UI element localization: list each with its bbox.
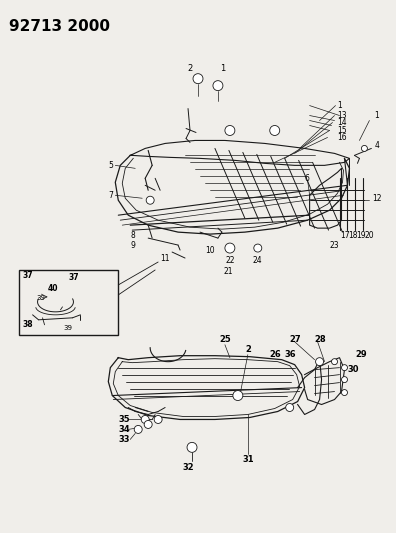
Text: 22: 22 xyxy=(225,255,235,264)
Text: 40: 40 xyxy=(48,285,58,294)
Circle shape xyxy=(141,416,149,423)
Text: 21: 21 xyxy=(223,268,232,277)
Text: 7: 7 xyxy=(109,191,113,200)
Circle shape xyxy=(144,421,152,429)
Text: 2: 2 xyxy=(187,64,192,73)
Text: 15: 15 xyxy=(337,126,347,135)
Text: 39: 39 xyxy=(36,295,46,301)
Circle shape xyxy=(193,74,203,84)
Text: 9: 9 xyxy=(130,240,135,249)
Text: 36: 36 xyxy=(285,350,296,359)
Text: 18: 18 xyxy=(348,231,358,240)
Text: 4: 4 xyxy=(374,141,379,150)
Text: 28: 28 xyxy=(314,335,326,344)
Text: 12: 12 xyxy=(372,193,382,203)
Text: 38: 38 xyxy=(23,320,33,329)
Circle shape xyxy=(233,391,243,400)
Text: 32: 32 xyxy=(182,463,194,472)
Circle shape xyxy=(225,125,235,135)
Text: 39: 39 xyxy=(63,325,72,331)
Text: 20: 20 xyxy=(364,231,374,240)
Text: 8: 8 xyxy=(130,231,135,240)
Text: 30: 30 xyxy=(347,365,359,374)
Text: 11: 11 xyxy=(160,254,169,263)
Text: 2: 2 xyxy=(245,345,251,354)
Text: 6: 6 xyxy=(305,174,310,183)
Circle shape xyxy=(341,390,347,395)
Text: 16: 16 xyxy=(337,133,347,142)
Circle shape xyxy=(286,403,294,411)
Circle shape xyxy=(134,425,142,433)
Text: 14: 14 xyxy=(337,118,347,127)
Circle shape xyxy=(316,358,324,366)
Text: 19: 19 xyxy=(356,231,366,240)
Text: 26: 26 xyxy=(270,350,282,359)
Circle shape xyxy=(187,442,197,453)
Text: 1: 1 xyxy=(220,64,225,73)
Text: 13: 13 xyxy=(337,111,347,120)
Text: 27: 27 xyxy=(290,335,301,344)
Circle shape xyxy=(362,146,367,151)
Text: 35: 35 xyxy=(118,415,130,424)
Circle shape xyxy=(146,196,154,204)
Text: 24: 24 xyxy=(253,255,263,264)
Circle shape xyxy=(254,244,262,252)
Text: 37: 37 xyxy=(23,271,33,280)
Text: 25: 25 xyxy=(219,335,231,344)
Text: 5: 5 xyxy=(109,161,113,170)
Circle shape xyxy=(341,377,347,383)
Text: 10: 10 xyxy=(205,246,215,255)
Text: 34: 34 xyxy=(118,425,130,434)
Text: 17: 17 xyxy=(341,231,350,240)
Text: 92713 2000: 92713 2000 xyxy=(9,19,110,34)
Text: 37: 37 xyxy=(69,273,79,282)
Text: 31: 31 xyxy=(242,455,253,464)
Text: 23: 23 xyxy=(329,240,339,249)
Circle shape xyxy=(154,416,162,423)
Circle shape xyxy=(213,80,223,91)
Text: 1: 1 xyxy=(337,101,342,110)
Text: 33: 33 xyxy=(118,435,130,444)
Circle shape xyxy=(270,125,280,135)
Circle shape xyxy=(225,243,235,253)
Circle shape xyxy=(331,359,337,365)
Text: 29: 29 xyxy=(356,350,367,359)
Circle shape xyxy=(341,365,347,370)
Text: 1: 1 xyxy=(374,111,379,120)
